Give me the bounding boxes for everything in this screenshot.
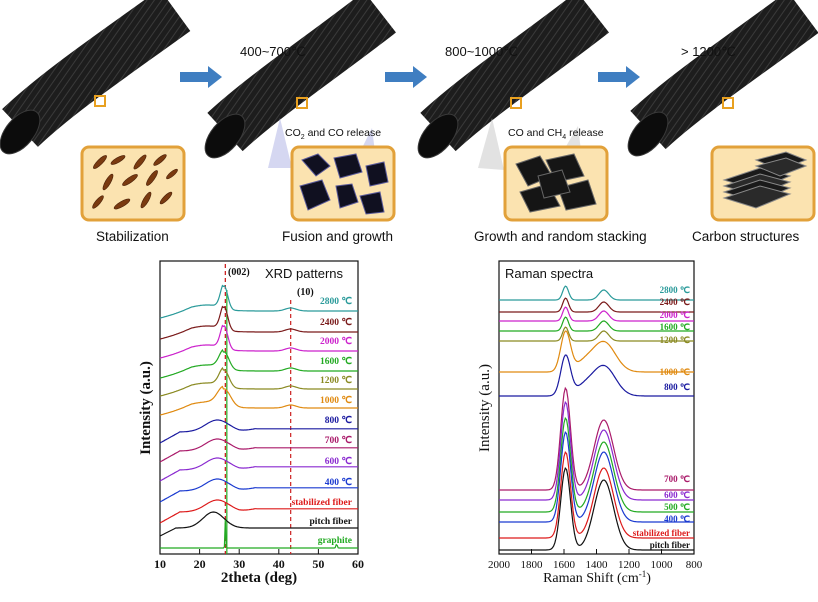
raman-series-stabilized-fiber [499, 450, 694, 539]
temperature-label: 800~1000℃ [445, 44, 518, 59]
raman-x-tick-label: 1200 [618, 559, 641, 571]
xrd-series-700 [159, 438, 358, 463]
xrd-series-stabilized-fiber [159, 499, 358, 524]
xrd-series-label: pitch fiber [310, 517, 353, 527]
raman-x-tick-label: 1400 [586, 559, 609, 571]
xrd-x-tick-label: 40 [273, 557, 285, 571]
xrd-x-tick-label: 20 [194, 557, 206, 571]
raman-x-tick-label: 2000 [488, 559, 511, 571]
xrd-x-tick-label: 50 [312, 557, 324, 571]
fiber-1 [0, 0, 191, 155]
raman-x-tick-label: 1600 [553, 559, 576, 571]
xrd-series-1600 [159, 348, 358, 379]
xrd-series-label: 1000 ℃ [320, 395, 352, 406]
xrd-series-2800 [159, 284, 358, 319]
raman-series-2400 [499, 297, 694, 313]
temperature-label: 400~700℃ [240, 44, 306, 59]
raman-series-1200 [499, 326, 694, 342]
raman-series-1600 [499, 316, 694, 332]
xrd-series-label: 2400 ℃ [320, 317, 352, 328]
raman-series-label: 600 ℃ [664, 490, 690, 500]
arrow-icon [385, 66, 427, 88]
xrd-series-2400 [159, 305, 358, 340]
inset-random-stacking [478, 118, 609, 222]
fiber-marker [722, 97, 734, 109]
xrd-series-label: 600 ℃ [325, 456, 353, 467]
xrd-peak-label: (10) [297, 287, 314, 298]
xrd-series-label: stabilized fiber [292, 498, 353, 508]
raman-series-label: 2000 ℃ [660, 310, 690, 320]
raman-title: Raman spectra [505, 266, 594, 281]
xrd-x-axis-label: 2theta (deg) [221, 570, 297, 586]
raman-series-2000 [499, 306, 694, 322]
inset-carbon-structures [710, 145, 816, 222]
xrd-series-label: 2800 ℃ [320, 296, 352, 307]
xrd-series-800 [159, 419, 358, 444]
xrd-series-pitch-fiber [159, 511, 358, 537]
raman-series-label: 700 ℃ [664, 474, 690, 484]
fiber-marker [296, 97, 308, 109]
xrd-series-label: 800 ℃ [325, 415, 353, 426]
xrd-series-label: 400 ℃ [325, 477, 353, 488]
xrd-x-tick-label: 30 [233, 557, 245, 571]
xrd-series-1200 [159, 366, 358, 397]
raman-y-axis-label: Intensity (a.u.) [477, 364, 493, 452]
process-illustration [0, 0, 818, 222]
stage-label: Carbon structures [692, 229, 800, 244]
xrd-series-graphite [160, 519, 358, 549]
xrd-x-tick-label: 10 [154, 557, 166, 571]
raman-series-label: 1200 ℃ [660, 335, 690, 345]
arrow-icon [598, 66, 640, 88]
raman-x-tick-label: 1800 [521, 559, 544, 571]
raman-series-label: 2400 ℃ [660, 297, 690, 307]
fiber-2 [204, 0, 397, 159]
raman-series-700 [499, 386, 694, 491]
raman-series-2800 [499, 285, 694, 301]
xrd-series-2000 [159, 324, 358, 359]
raman-x-tick-label: 800 [686, 559, 703, 571]
raman-series-label: 1600 ℃ [660, 322, 690, 332]
xrd-series-1000 [159, 385, 358, 416]
release-label: CO2 and CO release [285, 127, 382, 142]
raman-series-600 [499, 400, 694, 501]
raman-series-1000 [499, 330, 694, 373]
xrd-series-label: 2000 ℃ [320, 336, 352, 347]
fiber-3 [417, 0, 610, 159]
raman-series-400 [499, 430, 694, 523]
fiber-marker [94, 95, 106, 107]
stage-label: Fusion and growth [282, 229, 394, 244]
xrd-y-axis-label: Intensity (a.u.) [138, 361, 154, 455]
raman-series-label: 2800 ℃ [660, 285, 690, 295]
fiber-marker [510, 97, 522, 109]
release-label: CO and CH4 release [508, 127, 604, 142]
raman-series-label: 400 ℃ [664, 514, 690, 524]
raman-x-tick-label: 1000 [651, 559, 674, 571]
xrd-title: XRD patterns [265, 266, 344, 281]
raman-x-axis-label: Raman Shift (cm-1) [543, 569, 651, 586]
stage-label: Growth and random stacking [474, 229, 647, 244]
raman-series-800 [499, 354, 694, 397]
xrd-series-label: 1600 ℃ [320, 356, 352, 367]
stage-label: Stabilization [96, 229, 169, 244]
raman-series-label: 800 ℃ [664, 382, 690, 392]
xrd-x-tick-label: 60 [352, 557, 364, 571]
raman-series-label: 500 ℃ [664, 502, 690, 512]
inset-fusion [268, 118, 396, 222]
xrd-series-label: graphite [318, 536, 352, 546]
xrd-series-600 [159, 457, 358, 482]
raman-series-label: pitch fiber [650, 540, 690, 550]
temperature-label: > 1200℃ [681, 44, 736, 59]
arrow-icon [180, 66, 222, 88]
fiber-4 [627, 0, 818, 157]
xrd-series-label: 700 ℃ [325, 435, 353, 446]
raman-series-label: stabilized fiber [633, 528, 690, 538]
xrd-series-400 [159, 478, 358, 503]
inset-stabilization [80, 145, 186, 222]
raman-series-500 [499, 416, 694, 513]
xrd-peak-label: (002) [228, 267, 250, 278]
raman-series-label: 1000 ℃ [660, 367, 690, 377]
xrd-series-label: 1200 ℃ [320, 375, 352, 386]
